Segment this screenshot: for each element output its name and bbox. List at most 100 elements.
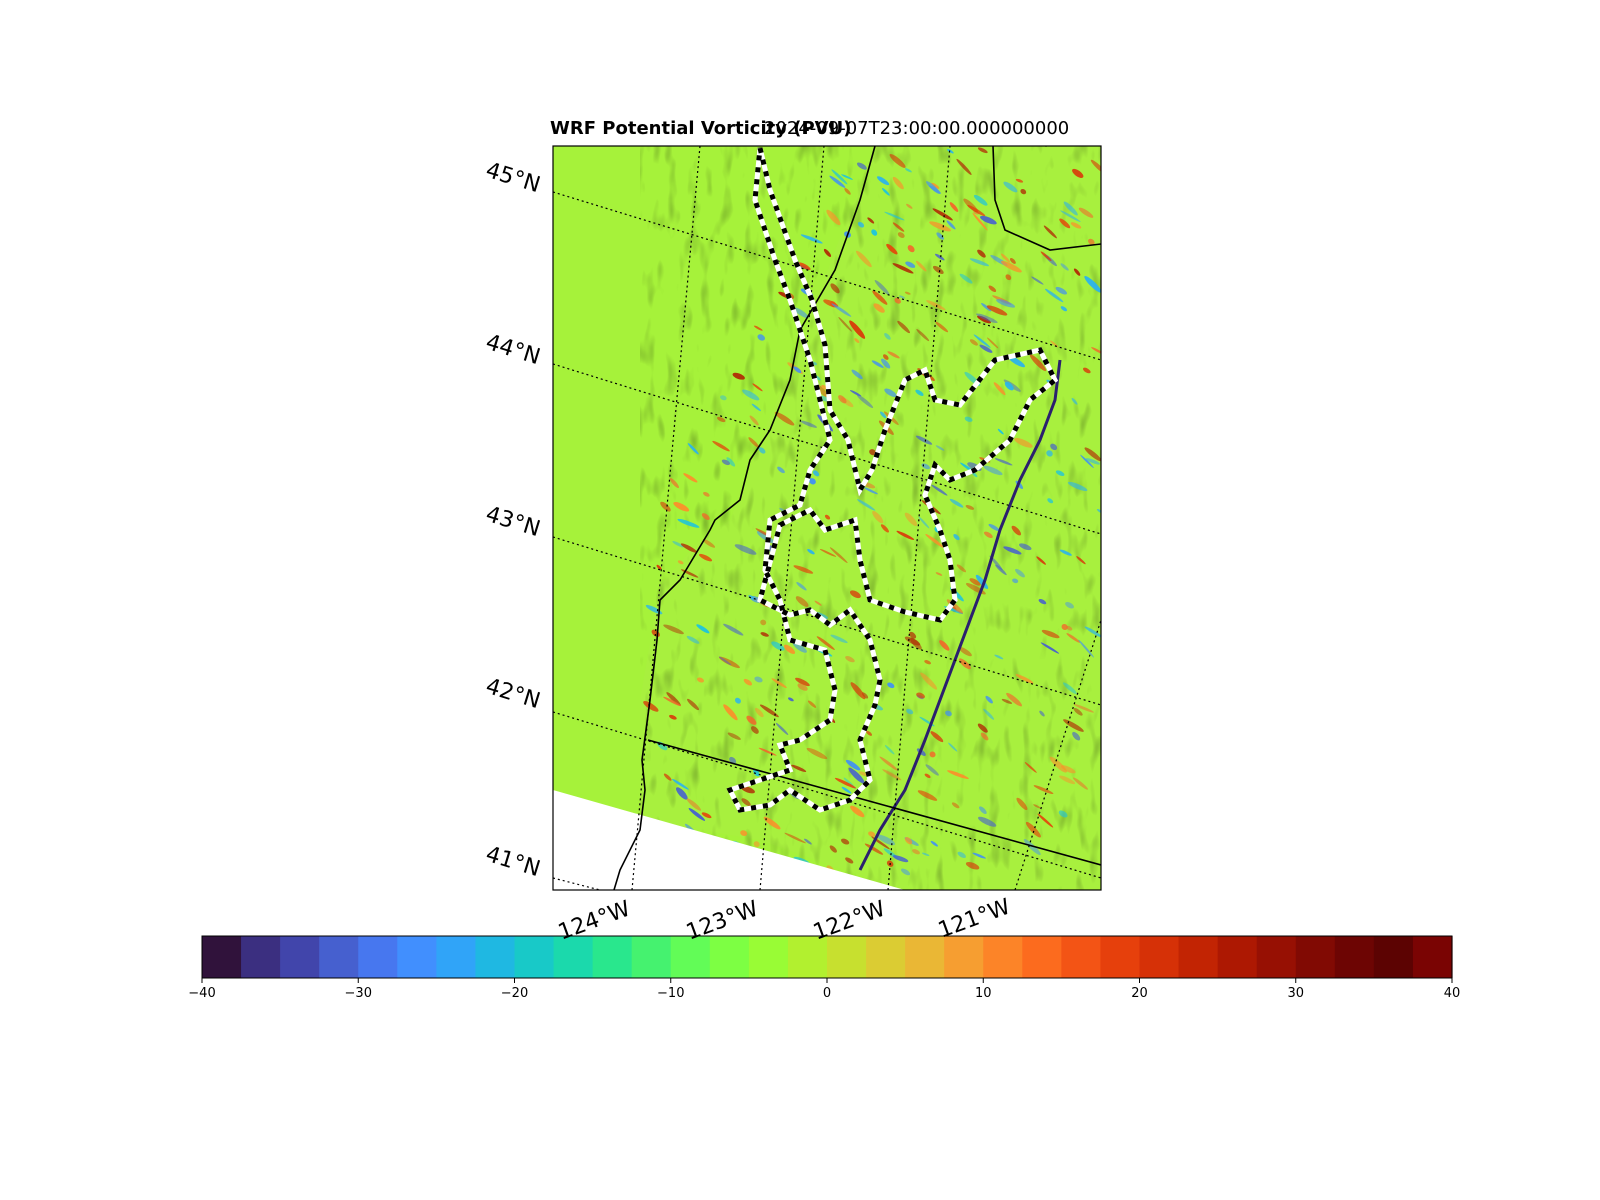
pv-streak bbox=[935, 572, 943, 576]
pv-streak bbox=[1067, 481, 1088, 492]
pv-streak bbox=[754, 707, 764, 718]
pv-streak bbox=[881, 358, 891, 369]
pv-streak bbox=[1073, 707, 1083, 716]
pv-streak bbox=[696, 624, 710, 634]
pv-streak bbox=[841, 786, 852, 794]
pv-streak bbox=[645, 604, 663, 615]
colorbar-tick-label: 30 bbox=[1287, 986, 1305, 1001]
pv-streak bbox=[945, 710, 952, 717]
pv-streak bbox=[897, 232, 905, 238]
pv-streak bbox=[1000, 253, 1011, 263]
colorbar-bands bbox=[202, 936, 1453, 978]
pv-streak bbox=[753, 841, 760, 848]
pv-streak bbox=[666, 692, 681, 706]
pv-streak bbox=[849, 390, 862, 397]
pv-streak bbox=[807, 549, 815, 555]
map-frame bbox=[552, 145, 1102, 891]
pv-streak bbox=[758, 447, 766, 454]
pv-streak bbox=[759, 704, 779, 718]
pv-streak bbox=[866, 730, 873, 736]
pv-streak bbox=[838, 317, 853, 332]
pv-streak bbox=[892, 222, 905, 232]
pv-streak bbox=[754, 676, 763, 683]
pv-streak bbox=[793, 565, 814, 574]
pv-streak bbox=[718, 656, 740, 669]
pv-streak bbox=[752, 383, 763, 392]
pv-streak bbox=[986, 305, 1008, 316]
pv-streak bbox=[977, 723, 988, 733]
pv-streak bbox=[947, 770, 969, 780]
pv-streak bbox=[720, 395, 727, 401]
pv-streak bbox=[829, 845, 837, 853]
pv-streak bbox=[1001, 698, 1013, 704]
colorbar-band bbox=[280, 936, 320, 978]
pv-streak bbox=[854, 338, 860, 343]
pv-streak bbox=[949, 498, 964, 508]
pv-streak bbox=[686, 635, 700, 644]
pv-streak bbox=[1049, 756, 1067, 773]
colorbar-tick-label: 0 bbox=[822, 986, 832, 1001]
pv-streak bbox=[1044, 288, 1064, 303]
pv-streak bbox=[771, 641, 785, 651]
colorbar-band bbox=[241, 936, 281, 978]
pv-streak bbox=[819, 549, 837, 557]
pv-streak bbox=[669, 478, 679, 489]
pv-streak bbox=[871, 229, 878, 236]
pv-streak bbox=[1066, 625, 1073, 631]
pv-streak bbox=[701, 812, 712, 819]
pv-streak bbox=[849, 590, 861, 599]
pv-streak bbox=[740, 785, 755, 794]
pv-streak bbox=[864, 487, 878, 495]
pv-streak bbox=[774, 411, 795, 426]
pv-streak bbox=[680, 543, 698, 553]
pv-streak bbox=[663, 624, 684, 635]
pv-streak bbox=[849, 320, 866, 339]
pv-streak bbox=[904, 168, 912, 173]
pv-streak bbox=[858, 771, 869, 777]
pv-streak bbox=[807, 700, 817, 708]
pv-streak bbox=[1050, 443, 1058, 451]
pv-streak bbox=[867, 217, 875, 224]
pv-streak bbox=[988, 523, 1000, 532]
pv-streak bbox=[997, 428, 1004, 435]
pv-streak bbox=[957, 851, 966, 859]
pv-streak bbox=[1084, 447, 1101, 462]
pv-streak bbox=[876, 176, 890, 186]
pv-streak bbox=[985, 695, 993, 704]
pv-streak bbox=[884, 388, 897, 397]
pv-streak bbox=[723, 704, 738, 721]
pv-streak bbox=[883, 354, 889, 360]
pv-streak bbox=[897, 320, 911, 334]
pv-streak bbox=[935, 321, 949, 333]
colorbar-band bbox=[202, 936, 242, 978]
pv-streak bbox=[884, 211, 905, 221]
pv-streak bbox=[931, 182, 940, 189]
pv-streak bbox=[1059, 775, 1076, 785]
pv-streak bbox=[978, 816, 997, 827]
colorbar-band bbox=[866, 936, 906, 978]
pv-streak bbox=[1036, 556, 1046, 565]
pv-streak bbox=[887, 351, 900, 359]
colorbar-tick-label: −30 bbox=[344, 986, 372, 1001]
pv-streak bbox=[969, 258, 989, 267]
pv-streak bbox=[740, 830, 748, 837]
colorbar-tick-label: 40 bbox=[1443, 986, 1461, 1001]
pv-streak bbox=[697, 677, 704, 683]
pv-streak bbox=[994, 458, 1013, 466]
colorbar bbox=[201, 935, 1453, 983]
pv-streak bbox=[795, 677, 810, 687]
pv-streak bbox=[1061, 624, 1068, 630]
pv-streak bbox=[1020, 189, 1027, 195]
pv-streak bbox=[1040, 642, 1060, 654]
colorbar-tick-label: 10 bbox=[974, 986, 992, 1001]
pv-streak bbox=[1066, 633, 1081, 643]
pv-streak bbox=[912, 849, 920, 855]
pv-streak bbox=[1076, 556, 1086, 565]
colorbar-band bbox=[436, 936, 477, 978]
pv-streak bbox=[726, 457, 736, 467]
pv-streak bbox=[924, 773, 931, 779]
pv-streak bbox=[884, 745, 895, 755]
pv-streak bbox=[1038, 599, 1047, 605]
pv-streak bbox=[987, 337, 999, 349]
pv-streak bbox=[812, 470, 820, 477]
